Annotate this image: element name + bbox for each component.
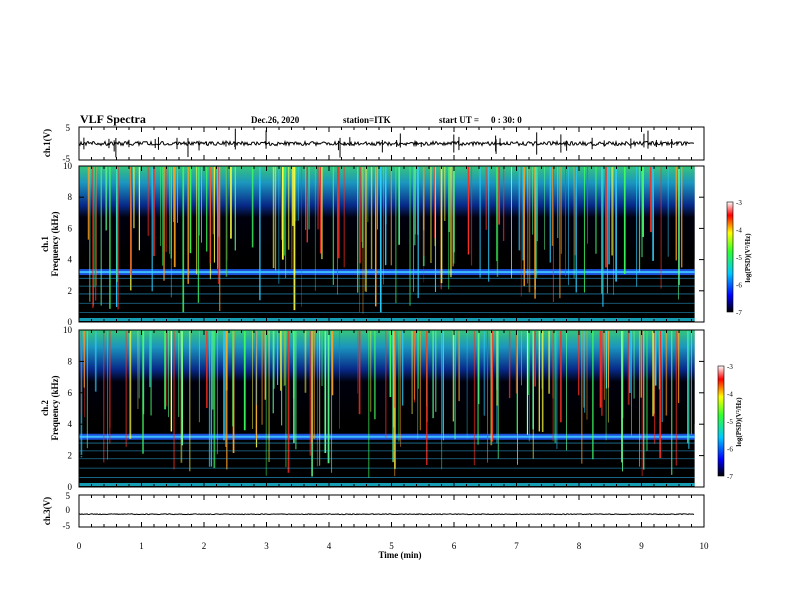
spectrogram-3khz-line: [79, 271, 695, 274]
time-tick-label: 7: [514, 541, 519, 551]
ch1-spectrogram-image: [79, 166, 695, 322]
time-tick-label: 0: [77, 541, 82, 551]
frequency-tick-label: 6: [68, 388, 73, 398]
figure-header: VLF Spectra Dec.26, 2020 station=ITK sta…: [80, 112, 522, 126]
ch2-colorbar-bar: [717, 365, 725, 477]
frequency-tick-label: 10: [63, 325, 73, 335]
frequency-tick-label: 2: [68, 451, 73, 461]
colorbar-tick-label: -5: [736, 254, 742, 262]
ch1-waveform-trace: [78, 128, 695, 158]
frequency-tick-label: 8: [68, 192, 73, 202]
ch1-waveform-ylabel: ch.1(V): [42, 129, 52, 157]
time-tick-label: 9: [639, 541, 644, 551]
colorbar-tick-label: -3: [736, 199, 742, 207]
time-tick-label: 5: [389, 541, 394, 551]
start-ut-label: start UT =: [439, 115, 479, 125]
ch2-colorbar-tick-labels: -3 -4 -5 -6 -7: [727, 363, 733, 481]
spectrogram-base-band: [79, 318, 695, 321]
ch3-waveform-ticks: [78, 495, 705, 527]
frequency-tick-label: 2: [68, 286, 73, 296]
ch1-colorbar-tick-labels: -3 -4 -5 -6 -7: [736, 199, 742, 317]
time-tick-label: 10: [700, 541, 710, 551]
colorbar-tick-label: -3: [727, 363, 733, 371]
waveform-line: [78, 513, 695, 516]
time-axis-label: Time (min): [378, 550, 421, 560]
ch1-colorbar-label: log(PSD)(V²/Hz): [744, 233, 752, 283]
ch2-spectrogram-ylabel-frequency: Frequency (kHz): [50, 375, 60, 440]
time-tick-label: 4: [327, 541, 332, 551]
figure-title: VLF Spectra: [80, 112, 146, 126]
colorbar-tick-label: -7: [727, 473, 733, 481]
frequency-tick-label: 4: [68, 255, 73, 265]
ch2-colorbar-label: log(PSD)(V²/Hz): [735, 397, 743, 447]
ch1-spectrogram-ticks: [78, 166, 705, 322]
ch1-frequency-tick-labels: 0 2 4 6 8 10: [63, 161, 704, 327]
time-tick-label: 3: [264, 541, 269, 551]
ch1-spectrogram-panel: 0 2 4 6 8 10 ch.1 Frequency (kHz): [40, 161, 705, 327]
time-tick-label: 1: [139, 541, 144, 551]
ch1-colorbar-bar: [726, 201, 734, 313]
ch2-spectrogram-panel: 0 2 4 6 8 10 ch.2 Frequency (kHz): [40, 325, 705, 492]
spectrogram-high-band: [79, 166, 695, 260]
ch3-waveform-panel: 5 0 -5 ch.3(V): [42, 491, 705, 531]
ch1-spectrogram-ylabel-frequency: Frequency (kHz): [50, 211, 60, 276]
frequency-tick-label: 10: [63, 161, 73, 171]
ch1-colorbar: -3 -4 -5 -6 -7 log(PSD)(V²/Hz): [726, 199, 752, 317]
colorbar-tick-label: -4: [727, 391, 733, 399]
start-ut-value: 0 : 30: 0: [491, 115, 522, 125]
ch2-colorbar: -3 -4 -5 -6 -7 log(PSD)(V²/Hz): [717, 363, 743, 481]
ch2-spectrogram-ticks: [78, 330, 705, 487]
ch3-waveform-ylabel: ch.3(V): [42, 497, 52, 525]
frequency-tick-label: 0: [68, 482, 73, 492]
frequency-tick-label: 8: [68, 356, 73, 366]
date-label: Dec.26, 2020: [251, 115, 300, 125]
ch2-spectrogram-ylabel-channel: ch.2: [40, 400, 50, 416]
ch2-spectrogram-image: [79, 330, 695, 487]
time-tick-label: 6: [452, 541, 457, 551]
station-label: station=ITK: [343, 115, 391, 125]
ch3-waveform-trace: [78, 513, 695, 516]
frequency-tick-label: 4: [68, 419, 73, 429]
ch1-waveform-panel: 5 -5 ch.1(V): [42, 123, 705, 164]
frequency-tick-label: 6: [68, 223, 73, 233]
colorbar-tick-label: -4: [736, 227, 742, 235]
spectrogram-base-band: [79, 483, 695, 486]
colorbar-tick-label: -5: [727, 418, 733, 426]
ch3-ytick-top: 5: [66, 491, 71, 501]
ch1-ytick-top: 5: [66, 123, 71, 133]
spectrogram-3khz-line: [79, 435, 695, 438]
time-axis: 0 1 2 3 4 5 6 7 8 9 10 Time (min): [77, 541, 709, 560]
time-tick-label: 2: [202, 541, 207, 551]
ch1-waveform-ticks: [78, 127, 705, 160]
waveform-line: [78, 139, 695, 148]
ch1-spectrogram-ylabel-channel: ch.1: [40, 236, 50, 252]
ch3-ytick-middle: 0: [66, 505, 71, 515]
ch3-ytick-bottom: -5: [63, 521, 71, 531]
colorbar-tick-label: -6: [727, 446, 733, 454]
colorbar-tick-label: -6: [736, 282, 742, 290]
colorbar-tick-label: -7: [736, 309, 742, 317]
time-tick-labels: 0 1 2 3 4 5 6 7 8 9 10: [77, 541, 709, 551]
ch2-frequency-tick-labels: 0 2 4 6 8 10: [63, 325, 704, 492]
ch1-ytick-bottom: -5: [63, 154, 71, 164]
frequency-tick-label: 0: [68, 317, 73, 327]
time-tick-label: 8: [577, 541, 582, 551]
